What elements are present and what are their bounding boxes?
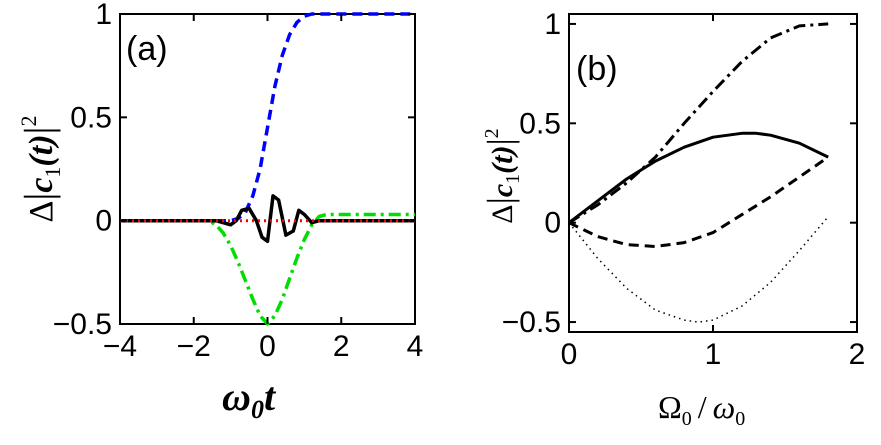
panel-b: 0 1 2−0.500.51 (b) Ω0/ω0 Δ|c1(t)|2 [480, 8, 865, 430]
panel-a-xtick-label: 2 [333, 330, 350, 363]
panel-b-xlabel-slash: / [698, 389, 707, 425]
panel-a-xtick-label: 0 [259, 330, 276, 363]
panel-a: −4 −2 0 2 4−0.500.51 (a) ω0t Δ|c1(t)|2 [16, 0, 423, 424]
panel-a-ylabel-delta: Δ [23, 201, 60, 223]
panel-b-ytick-label: −0.5 [502, 306, 561, 339]
panel-a-series-dash-dot-line [120, 212, 415, 326]
panel-a-series [120, 12, 415, 326]
panel-a-ytick-label: 0 [95, 205, 112, 238]
panel-a-ytick-label: 0.5 [70, 101, 112, 134]
panel-a-ytick-label: −0.5 [53, 308, 112, 341]
panel-a-xlabel-sub: 0 [251, 395, 264, 424]
panel-b-xtick-label: 2 [849, 338, 866, 371]
panel-a-xtick-label: 4 [407, 330, 424, 363]
panel-a-ytick-label: 1 [95, 0, 112, 31]
panel-b-series-dotted-line [568, 216, 829, 323]
panel-a-ticks: −4 −2 0 2 4 −0.5 0 0.5 1 [53, 0, 424, 363]
panel-b-ylabel-c: c [486, 184, 519, 197]
panel-a-ylabel-arg: (t) [23, 134, 60, 166]
panel-a-xlabel-omega: ω [222, 374, 251, 419]
panel-b-series-dashed-line [568, 155, 830, 248]
panel-b-series-solid-line [568, 131, 829, 224]
panel-b-ylabel-sub: 1 [502, 174, 524, 184]
panel-a-xlabel: ω0t [222, 374, 277, 424]
panel-b-series-dash-dot-line [568, 22, 829, 224]
panel-a-xtick-label: −4 [103, 330, 137, 363]
panel-b-ylabel: Δ|c1(t)|2 [480, 128, 524, 223]
panel-b-ylabel-delta: Δ [486, 204, 519, 223]
panel-b-label: (b) [576, 50, 618, 88]
panel-a-ylabel-c: c [23, 178, 60, 193]
panel-b-xlabel-omega: ω [713, 389, 736, 425]
svg-text:Δ|c1(t)|2: Δ|c1(t)|2 [16, 115, 65, 222]
panel-b-xtick-label: 0 [561, 338, 578, 371]
panel-a-ylabel: Δ|c1(t)|2 [16, 115, 65, 222]
panel-a-ylabel-sub: 1 [40, 167, 65, 178]
panel-a-xtick-label: −2 [177, 330, 211, 363]
panel-b-series [568, 22, 830, 323]
panel-b-xlabel-num-sub: 0 [682, 408, 692, 430]
svg-text:Δ|c1(t)|2: Δ|c1(t)|2 [480, 128, 524, 223]
panel-b-xlabel-Omega: Ω [658, 389, 682, 425]
panel-a-series-dashed-line [120, 12, 415, 223]
panel-a-xlabel-t: t [264, 374, 277, 419]
panel-b-xlabel: Ω0/ω0 [658, 389, 745, 430]
panel-b-xlabel-den-sub: 0 [735, 408, 745, 430]
panel-a-ylabel-sup: 2 [16, 115, 41, 126]
panel-a-label: (a) [126, 30, 168, 68]
panel-b-ticks: 0 1 2−0.500.51 [502, 8, 866, 371]
panel-b-ytick-label: 0 [544, 207, 561, 240]
panel-b-ytick-label: 0.5 [519, 107, 561, 140]
panel-a-series-solid-line [120, 194, 415, 244]
panel-b-ylabel-sup: 2 [481, 128, 503, 138]
panel-b-ytick-label: 1 [544, 8, 561, 41]
panel-b-xtick-label: 1 [705, 338, 722, 371]
panel-b-ylabel-arg: (t) [486, 146, 519, 174]
